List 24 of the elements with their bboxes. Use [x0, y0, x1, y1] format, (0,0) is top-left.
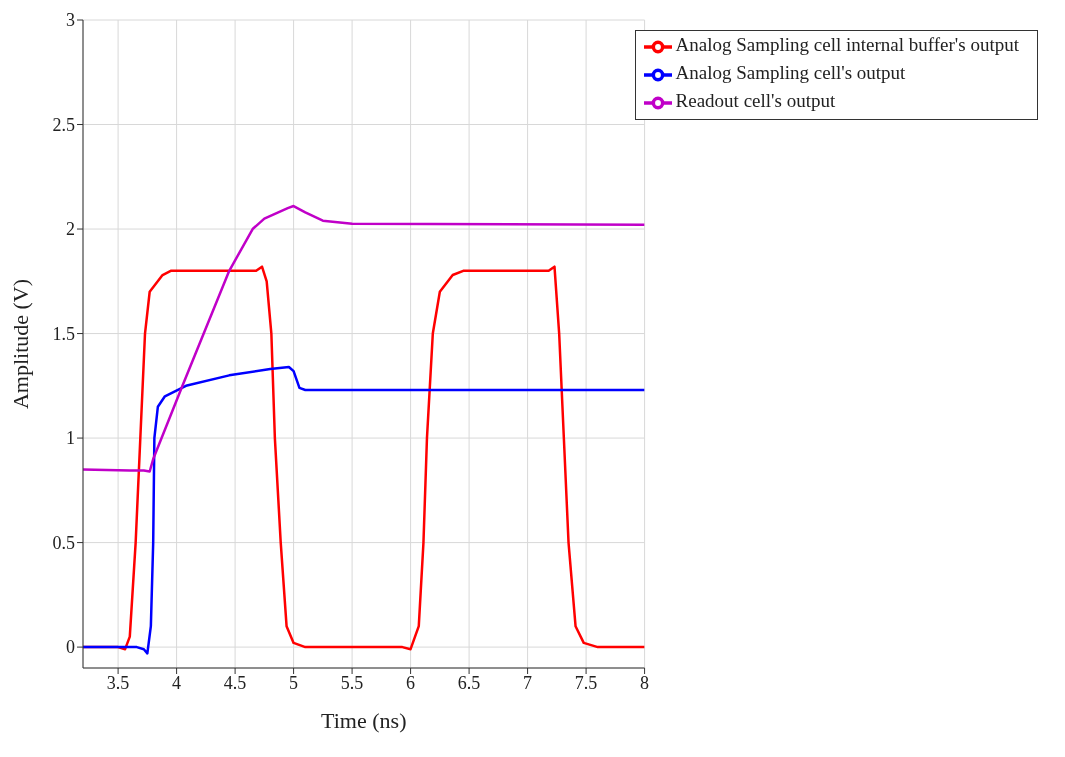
- x-tick-label: 6.5: [457, 672, 481, 693]
- line-series: [83, 365, 645, 655]
- x-tick-label: 5: [289, 672, 299, 693]
- y-tick-label: 2: [66, 219, 75, 240]
- x-tick-label: 7.5: [574, 672, 598, 693]
- line-series: [83, 204, 645, 473]
- y-tick-label: 0.5: [52, 532, 75, 553]
- legend-label: Readout cell's output: [675, 89, 836, 111]
- y-tick-label: 3: [66, 10, 75, 31]
- x-axis-title: Time (ns): [321, 708, 407, 733]
- y-tick-label: 1.5: [52, 323, 75, 344]
- y-tick-label: 1: [66, 428, 75, 449]
- x-tick-label: 6: [406, 672, 416, 693]
- x-tick-label: 8: [640, 672, 650, 693]
- x-tick-label: 4.5: [223, 672, 247, 693]
- x-tick-label: 4: [172, 672, 182, 693]
- y-tick-label: 0: [66, 637, 75, 658]
- x-tick-label: 7: [523, 672, 533, 693]
- legend-label: Analog Sampling cell's output: [675, 61, 906, 83]
- y-tick-label: 2.5: [52, 114, 75, 135]
- x-tick-label: 3.5: [106, 672, 130, 693]
- y-axis-title: Amplitude (V): [7, 278, 33, 410]
- x-tick-label: 5.5: [340, 672, 364, 693]
- legend-label: Analog Sampling cell internal buffer's output: [675, 33, 1019, 55]
